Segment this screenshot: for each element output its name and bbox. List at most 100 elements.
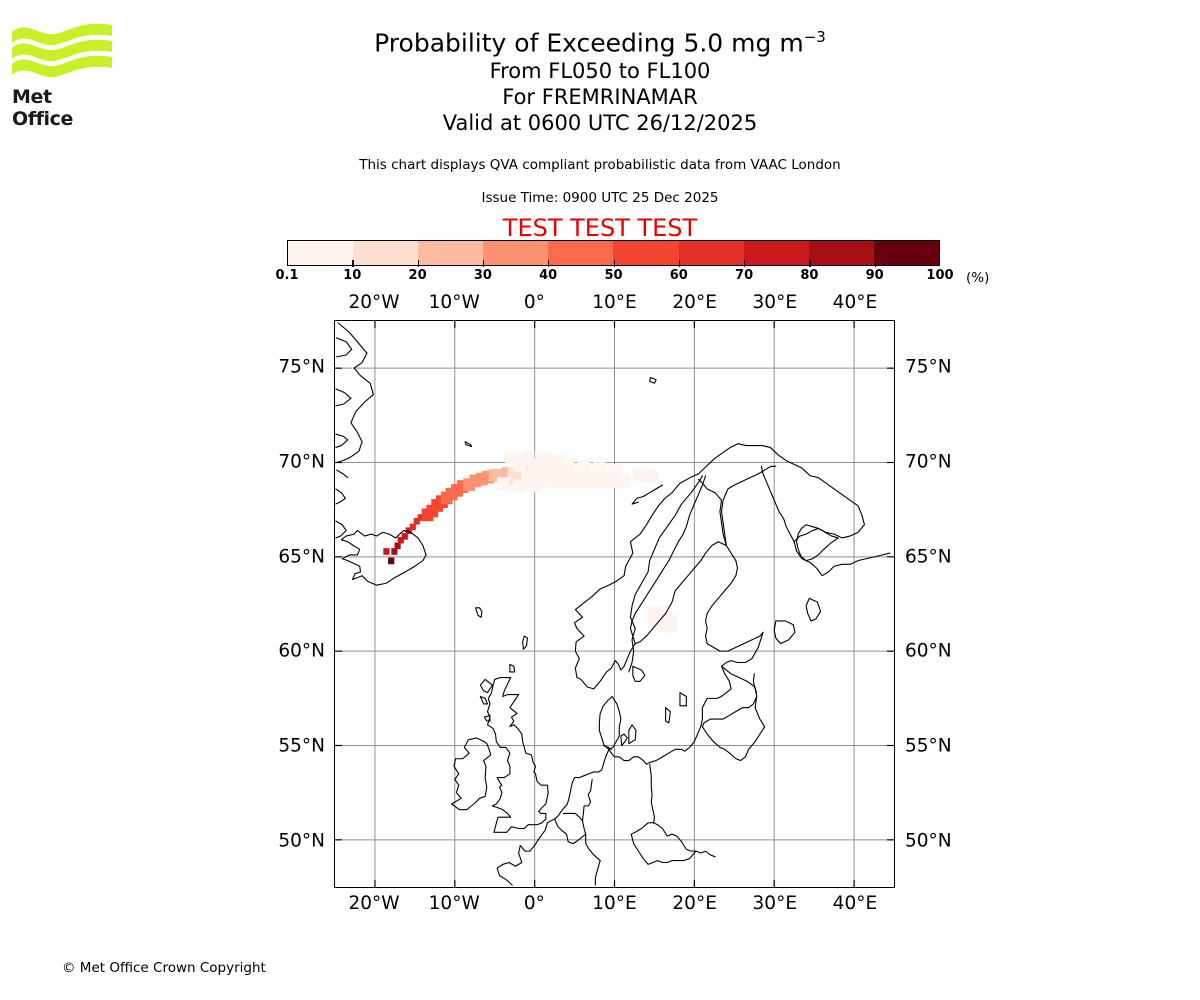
lon-tick-label: 40°E	[832, 292, 878, 313]
ash-cell	[388, 557, 395, 565]
ash-cell	[417, 514, 424, 521]
ash-cell	[401, 533, 408, 540]
ash-cell	[426, 504, 433, 512]
ash-cell	[436, 501, 443, 509]
colorbar-unit-label: (%)	[966, 270, 990, 286]
lon-tick-label: 20°W	[348, 893, 400, 914]
ash-cell-diffuse	[529, 479, 543, 493]
coastline-path	[487, 676, 549, 833]
colorbar-tickmark	[548, 260, 550, 267]
ash-cell	[659, 626, 666, 633]
coastline-path	[679, 692, 687, 707]
coastlines	[335, 322, 891, 886]
ash-cell	[446, 497, 453, 505]
frame-ticks	[335, 321, 894, 887]
ash-cell-diffuse	[600, 475, 615, 489]
coastline-path	[594, 860, 601, 886]
coastline-path	[628, 724, 637, 745]
ash-cell-diffuse	[592, 462, 607, 476]
coastline-path	[632, 665, 646, 682]
ash-cell	[427, 514, 434, 522]
ash-cell	[431, 505, 438, 512]
ash-cell-diffuse	[568, 473, 583, 487]
map-plot-area[interactable]	[334, 320, 895, 888]
ash-cell	[501, 473, 508, 480]
ash-cell	[665, 620, 672, 627]
lon-tick-label: 20°E	[672, 893, 717, 914]
colorbar-tick-40: 40	[539, 268, 558, 283]
colorbar-band-7	[743, 241, 809, 265]
colorbar-band-4	[548, 241, 614, 265]
coastline-path	[336, 337, 353, 358]
coastline-path	[697, 478, 727, 547]
coastline-path	[336, 322, 374, 464]
lon-tick-label: 10°E	[592, 292, 637, 313]
ash-cell	[603, 468, 610, 476]
ash-cell	[445, 487, 452, 495]
coastline-path	[483, 714, 491, 722]
colorbar-tickmark	[874, 260, 876, 267]
coastline-path	[631, 484, 663, 505]
coastline-path	[475, 607, 483, 618]
title-main-text: Probability of Exceeding 5.0 mg m	[374, 28, 804, 58]
ash-cell	[432, 510, 439, 518]
ash-cell	[654, 610, 661, 618]
ash-cell	[469, 480, 476, 488]
ash-cell	[659, 610, 666, 618]
coastline-path	[665, 707, 671, 724]
ash-cell-diffuse	[513, 479, 527, 493]
ash-cell	[440, 497, 447, 505]
lat-tick-label-right: 55°N	[905, 735, 952, 757]
coastline-path	[451, 737, 492, 811]
lat-tick-label-right: 75°N	[905, 356, 952, 378]
ash-cell	[469, 474, 476, 482]
lat-tick-label-left: 50°N	[278, 830, 325, 852]
qva-note: This chart displays QVA compliant probab…	[359, 157, 841, 173]
lat-tick-label-right: 65°N	[905, 546, 952, 568]
ash-cell	[436, 495, 443, 502]
ash-cell-diffuse	[553, 454, 567, 468]
colorbar-band-3	[483, 241, 549, 265]
copyright-notice: © Met Office Crown Copyright	[62, 960, 266, 976]
ash-cell	[647, 612, 654, 620]
ash-cell	[501, 467, 508, 474]
ash-cell	[550, 468, 557, 476]
ash-cell-diffuse	[497, 477, 511, 491]
ash-cell	[563, 480, 570, 488]
lat-tick-label-left: 60°N	[278, 640, 325, 662]
coastline-path	[701, 665, 758, 728]
colorbar-gradient	[287, 240, 940, 266]
lat-tick-label-left: 55°N	[278, 735, 325, 757]
ash-cell	[563, 474, 570, 482]
ash-cell	[488, 474, 495, 482]
ash-cell	[665, 626, 672, 633]
ash-cell-diffuse	[584, 475, 599, 489]
lat-tick-label-right: 70°N	[905, 451, 952, 473]
ash-cell-diffuse	[576, 460, 591, 474]
lon-tick-label: 10°W	[428, 292, 480, 313]
ash-cell	[456, 490, 463, 497]
coastline-path	[653, 822, 716, 858]
coastline-path	[630, 822, 655, 835]
colorbar-tick-labels: 0.1 10 20 30 40 50 60 70 80 90 100	[275, 268, 953, 286]
ash-cell	[475, 472, 483, 480]
ash-cell	[482, 470, 489, 478]
colorbar-tick-10: 10	[343, 268, 362, 283]
ash-cell	[589, 468, 596, 476]
ash-cell	[670, 626, 677, 633]
coastline-path	[720, 465, 777, 547]
ash-cell	[409, 523, 416, 531]
ash-cell	[468, 484, 475, 492]
coastline-path	[576, 475, 707, 690]
ash-cell	[451, 484, 458, 491]
colorbar-band-5	[613, 241, 679, 265]
coastline-path	[620, 733, 628, 747]
lon-tick-label: 20°W	[348, 292, 400, 313]
ash-cell	[647, 618, 654, 626]
colorbar	[287, 240, 940, 267]
coastline-path	[598, 695, 622, 750]
colorbar-band-2	[418, 241, 484, 265]
coastline-path	[335, 388, 352, 407]
ash-cell	[463, 478, 470, 485]
lat-tick-label-left: 65°N	[278, 546, 325, 568]
